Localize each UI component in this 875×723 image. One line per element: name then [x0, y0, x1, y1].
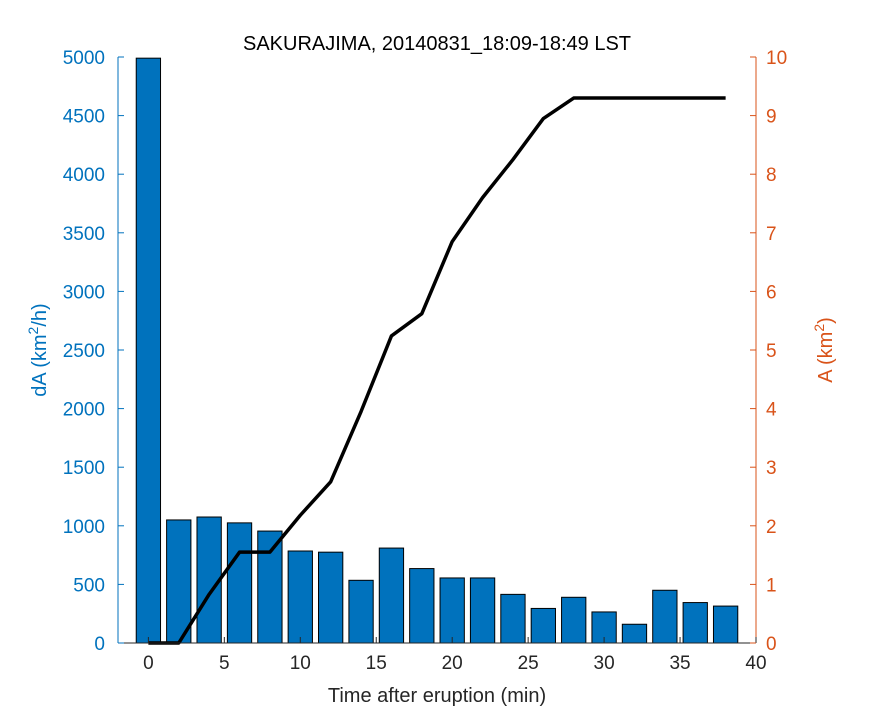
right-axis-label-tail: ) — [815, 317, 837, 324]
bar — [621, 623, 648, 644]
right-tick-label: 3 — [766, 458, 777, 479]
bar — [561, 596, 587, 644]
left-tick-label: 1500 — [63, 458, 105, 479]
bar — [318, 551, 344, 644]
line-layer — [148, 96, 726, 645]
x-tick-label: 35 — [669, 653, 690, 674]
plot-background — [118, 57, 756, 643]
bar — [712, 605, 739, 644]
x-tick-label: 40 — [745, 653, 766, 674]
x-tick-label: 20 — [442, 653, 463, 674]
bar — [530, 607, 556, 644]
left-axis-label-main: dA (km — [29, 334, 51, 396]
left-tick-label: 4500 — [63, 107, 105, 128]
right-tick-label: 5 — [766, 341, 777, 362]
x-tick-label: 10 — [290, 653, 311, 674]
x-tick-label: 15 — [366, 653, 387, 674]
bar — [439, 577, 465, 644]
bar — [135, 57, 162, 644]
ticks-layer: 0 5 10 15 20 25 30 35 40050010001500200025003000… — [63, 48, 787, 674]
x-tick-label: 5 — [219, 653, 230, 674]
series-line — [148, 96, 726, 645]
left-axis-label-tail: /h) — [29, 303, 51, 326]
left-axis-label: dA (km2/h) — [25, 303, 51, 396]
right-tick-label: 6 — [766, 282, 777, 303]
right-tick-label: 9 — [766, 107, 777, 128]
bar — [257, 530, 283, 644]
right-tick-label: 0 — [766, 634, 777, 655]
chart-title: SAKURAJIMA, 20140831_18:09-18:49 LST — [243, 33, 631, 55]
x-tick-label: 25 — [518, 653, 539, 674]
left-tick-label: 500 — [73, 575, 105, 596]
right-axis-label-sup: 2 — [811, 324, 827, 332]
left-tick-label: 4000 — [63, 165, 105, 186]
right-tick-label: 7 — [766, 224, 777, 245]
right-tick-label: 4 — [766, 400, 777, 421]
x-tick-label: 30 — [594, 653, 615, 674]
bar — [196, 516, 222, 644]
right-tick-label: 1 — [766, 575, 777, 596]
bars-layer — [135, 57, 739, 644]
bar — [287, 550, 313, 644]
left-tick-label: 1000 — [63, 517, 105, 538]
bar — [409, 568, 435, 644]
bar — [652, 589, 678, 644]
bar — [348, 579, 374, 644]
bar — [500, 593, 526, 644]
bar — [378, 547, 405, 644]
left-tick-label: 3500 — [63, 224, 105, 245]
left-tick-label: 2000 — [63, 400, 105, 421]
right-axis-label: A (km2) — [811, 317, 837, 383]
left-tick-label: 0 — [94, 634, 105, 655]
left-tick-label: 3000 — [63, 282, 105, 303]
x-tick-label: 0 — [143, 653, 154, 674]
bar — [226, 522, 253, 644]
left-tick-label: 2500 — [63, 341, 105, 362]
right-tick-label: 8 — [766, 165, 777, 186]
bar — [682, 602, 708, 644]
left-axis-label-sup: 2 — [25, 326, 41, 334]
right-tick-label: 10 — [766, 48, 787, 69]
x-axis-label: Time after eruption (min) — [328, 685, 546, 707]
right-axis-label-main: A (km — [815, 332, 837, 383]
right-tick-label: 2 — [766, 517, 777, 538]
bar — [166, 519, 192, 644]
bar — [469, 577, 496, 644]
left-tick-label: 5000 — [63, 48, 105, 69]
